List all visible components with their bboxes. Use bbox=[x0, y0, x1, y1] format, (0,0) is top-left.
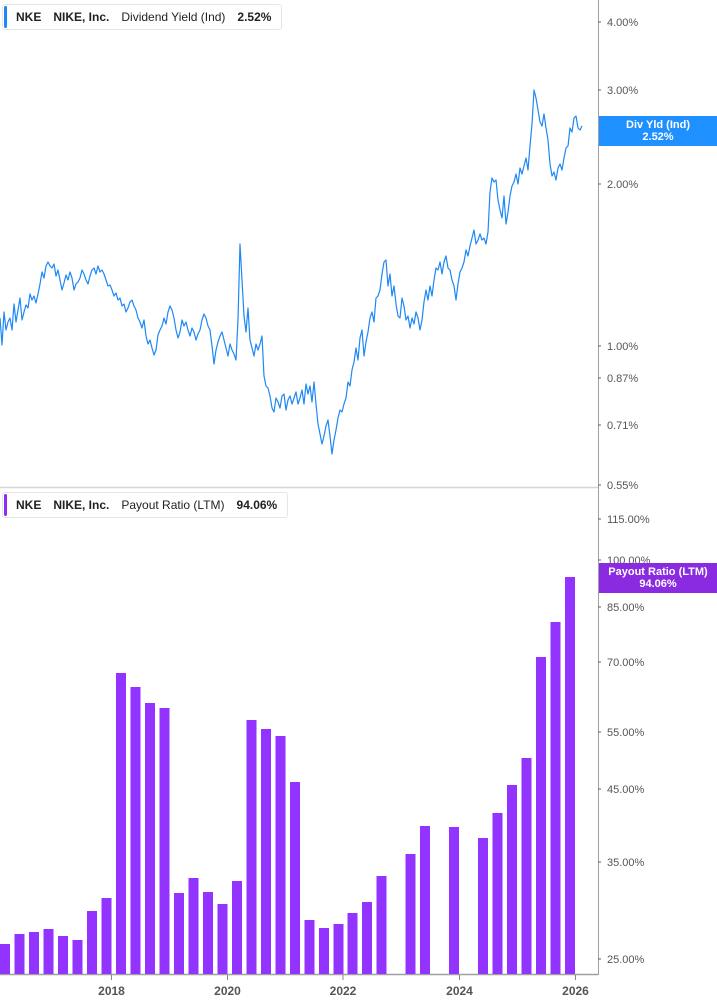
flag-label: Div Yld (Ind) bbox=[626, 119, 690, 131]
bar[interactable] bbox=[420, 826, 430, 974]
series-color-swatch bbox=[4, 6, 7, 28]
dividend-yield-flag: Div Yld (Ind) 2.52% bbox=[599, 116, 717, 146]
bar[interactable] bbox=[550, 622, 561, 974]
bar[interactable] bbox=[521, 758, 532, 974]
bar[interactable] bbox=[290, 782, 300, 974]
y-tick-label: 1.00% bbox=[607, 341, 638, 353]
bar[interactable] bbox=[174, 893, 184, 974]
bar[interactable] bbox=[304, 920, 315, 974]
bar[interactable] bbox=[478, 838, 488, 974]
bar[interactable] bbox=[145, 703, 155, 974]
y-tick-label: 115.00% bbox=[607, 514, 650, 526]
bar[interactable] bbox=[159, 708, 170, 974]
top-y-axis: 4.00% 3.00% 2.00% 1.00% 0.87% 0.71% 0.55… bbox=[598, 17, 638, 492]
y-tick-label: 4.00% bbox=[607, 17, 638, 29]
bar[interactable] bbox=[232, 881, 242, 974]
flag-value: 2.52% bbox=[642, 131, 674, 143]
bar[interactable] bbox=[536, 657, 546, 974]
payout-ratio-legend[interactable]: NKE NIKE, Inc. Payout Ratio (LTM) 94.06% bbox=[2, 492, 289, 518]
bar[interactable] bbox=[405, 854, 416, 974]
legend-value: 94.06% bbox=[236, 498, 278, 512]
x-tick-label: 2018 bbox=[98, 984, 125, 998]
legend-value: 2.52% bbox=[237, 10, 272, 24]
dividend-yield-legend[interactable]: NKE NIKE, Inc. Dividend Yield (Ind) 2.52… bbox=[2, 4, 283, 30]
bar[interactable] bbox=[43, 929, 54, 974]
flag-label: Payout Ratio (LTM) bbox=[608, 566, 708, 578]
bar[interactable] bbox=[203, 892, 213, 974]
x-tick-label: 2026 bbox=[562, 984, 589, 998]
bar[interactable] bbox=[376, 876, 387, 974]
legend-company: NIKE, Inc. bbox=[53, 10, 110, 24]
y-tick-label: 2.00% bbox=[607, 179, 638, 191]
flag-value: 94.06% bbox=[639, 578, 677, 590]
bar[interactable] bbox=[87, 911, 97, 974]
bar[interactable] bbox=[14, 934, 25, 974]
bar[interactable] bbox=[275, 736, 286, 974]
bar[interactable] bbox=[116, 673, 126, 974]
y-tick-label: 55.00% bbox=[607, 727, 645, 739]
bar[interactable] bbox=[72, 940, 83, 974]
legend-ticker: NKE bbox=[16, 10, 42, 24]
bar[interactable] bbox=[319, 928, 329, 974]
x-axis: 2018 2020 2022 2024 2026 bbox=[98, 975, 589, 998]
series-color-swatch bbox=[4, 494, 7, 516]
y-tick-label: 85.00% bbox=[607, 602, 645, 614]
dividend-yield-line bbox=[0, 89, 583, 455]
x-tick-label: 2020 bbox=[214, 984, 241, 998]
bar[interactable] bbox=[130, 687, 141, 974]
payout-ratio-flag: Payout Ratio (LTM) 94.06% bbox=[599, 563, 717, 593]
x-tick-label: 2022 bbox=[330, 984, 357, 998]
bar[interactable] bbox=[565, 577, 575, 974]
legend-company: NIKE, Inc. bbox=[53, 498, 110, 512]
bar[interactable] bbox=[347, 913, 358, 974]
bar[interactable] bbox=[333, 924, 344, 974]
bar[interactable] bbox=[261, 729, 271, 974]
payout-bars bbox=[0, 577, 575, 974]
y-tick-label: 45.00% bbox=[607, 784, 645, 796]
y-tick-label: 35.00% bbox=[607, 857, 645, 869]
y-tick-label: 0.87% bbox=[607, 373, 638, 385]
bar[interactable] bbox=[29, 932, 39, 974]
bar[interactable] bbox=[0, 944, 10, 974]
y-tick-label: 0.55% bbox=[607, 480, 638, 492]
x-tick-label: 2024 bbox=[446, 984, 473, 998]
bar[interactable] bbox=[217, 904, 228, 974]
legend-metric: Payout Ratio (LTM) bbox=[121, 498, 225, 512]
legend-metric: Dividend Yield (Ind) bbox=[121, 10, 226, 24]
y-tick-label: 25.00% bbox=[607, 954, 645, 966]
bar[interactable] bbox=[246, 720, 257, 974]
bar[interactable] bbox=[188, 878, 199, 974]
legend-ticker: NKE bbox=[16, 498, 42, 512]
bar[interactable] bbox=[58, 936, 68, 974]
bar[interactable] bbox=[449, 827, 459, 974]
bar[interactable] bbox=[492, 813, 503, 974]
bar[interactable] bbox=[507, 785, 517, 974]
y-tick-label: 0.71% bbox=[607, 420, 638, 432]
bar[interactable] bbox=[101, 898, 112, 974]
bar[interactable] bbox=[362, 902, 372, 974]
y-tick-label: 3.00% bbox=[607, 85, 638, 97]
y-tick-label: 70.00% bbox=[607, 657, 645, 669]
